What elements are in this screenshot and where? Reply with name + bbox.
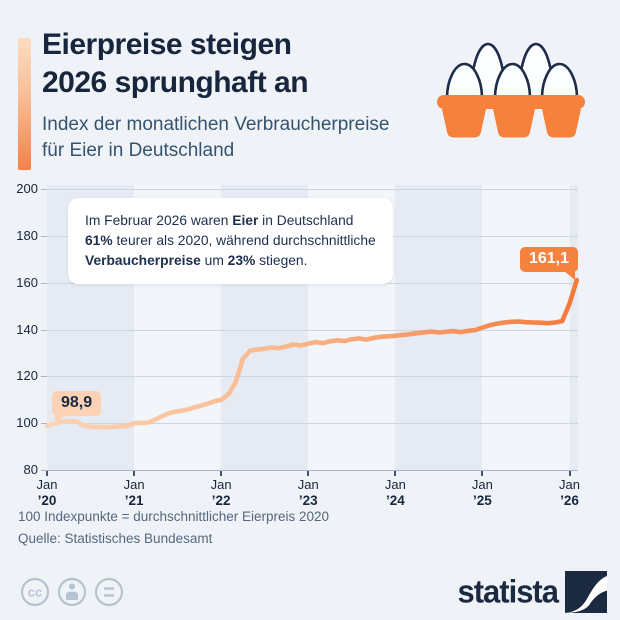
y-axis-label-200: 200	[16, 181, 38, 196]
x-axis-label-22: Jan ’22	[210, 477, 232, 508]
carton-cup-middle	[493, 109, 535, 138]
line-series	[44, 277, 580, 430]
x-axis-tick-24	[394, 470, 397, 476]
y-axis-tick-120	[41, 376, 47, 378]
y-axis-tick-140	[41, 329, 47, 331]
y-axis-tick-200	[41, 189, 47, 190]
person-head	[69, 583, 75, 590]
carton-rim	[437, 95, 585, 109]
x-axis-tick-20	[46, 470, 48, 476]
person-body	[66, 591, 78, 600]
x-axis-label-20: Jan ’20	[36, 477, 58, 508]
gridline-80	[47, 470, 578, 471]
y-axis-label-80: 80	[23, 462, 38, 477]
gridline-100	[47, 423, 578, 425]
cc-license-icon	[20, 577, 50, 607]
attribution-icon	[57, 577, 87, 607]
y-axis-label-100: 100	[16, 415, 38, 431]
x-axis-tick-22	[220, 470, 223, 476]
x-axis-label-26: Jan ’26	[559, 477, 580, 508]
annotation-box: Im Februar 2026 waren Eier in Deutschlan…	[68, 198, 393, 284]
cc-glyph: cc	[28, 585, 42, 600]
y-axis-label-120: 120	[16, 368, 38, 384]
y-axis-label-160: 160	[16, 274, 38, 290]
x-axis-tick-21	[133, 470, 136, 476]
gridline-140	[47, 329, 578, 331]
x-axis-label-25: Jan ’25	[471, 477, 493, 508]
data-label-last-value: 161,1	[528, 250, 569, 268]
x-axis-label-24: Jan ’24	[384, 477, 406, 508]
statista-logo-text: statista	[457, 573, 559, 610]
page-subtitle: Index der monatlichen Verbraucherpreise f…	[42, 114, 390, 161]
data-label-first: 98,9	[52, 390, 102, 424]
x-axis-tick-25	[481, 470, 484, 476]
egg-carton-icon	[437, 42, 585, 138]
year-band	[569, 185, 578, 470]
year-band	[482, 185, 570, 470]
x-axis-label-23: Jan ’23	[297, 477, 319, 508]
x-axis-tick-26	[568, 470, 571, 476]
page-title: Eierpreise steigen 2026 sprunghaft an	[42, 28, 309, 99]
carton-cup-left	[442, 109, 486, 138]
no-derivatives-icon	[94, 577, 124, 607]
gridline-200	[47, 189, 578, 190]
y-axis-tick-180	[41, 235, 47, 237]
x-axis-tick-23	[307, 470, 310, 476]
y-axis-tick-160	[41, 282, 47, 284]
gridline-120	[47, 376, 578, 378]
data-label-first-value: 98,9	[61, 393, 93, 411]
chart-source: Quelle: Statistisches Bundesamt	[18, 531, 213, 546]
license-icons: cc	[20, 577, 124, 607]
carton-cup-right	[542, 109, 581, 138]
y-axis-label-180: 180	[16, 227, 38, 243]
data-label-last: 161,1	[519, 247, 578, 281]
y-axis-tick-80	[41, 470, 47, 471]
x-axis-label-21: Jan ’21	[123, 477, 145, 508]
y-axis-tick-100	[41, 423, 47, 425]
statista-logo-mark	[565, 571, 607, 613]
egg-front-middle	[493, 62, 532, 99]
egg-front-left	[445, 62, 484, 99]
egg-front-right	[540, 62, 579, 99]
accent-bar	[18, 38, 31, 170]
year-band	[395, 185, 483, 470]
statista-logo: statista	[457, 571, 607, 613]
y-axis-label-140: 140	[16, 321, 38, 337]
chart-footnote: 100 Indexpunkte = durchschnittlicher Eie…	[18, 509, 330, 524]
